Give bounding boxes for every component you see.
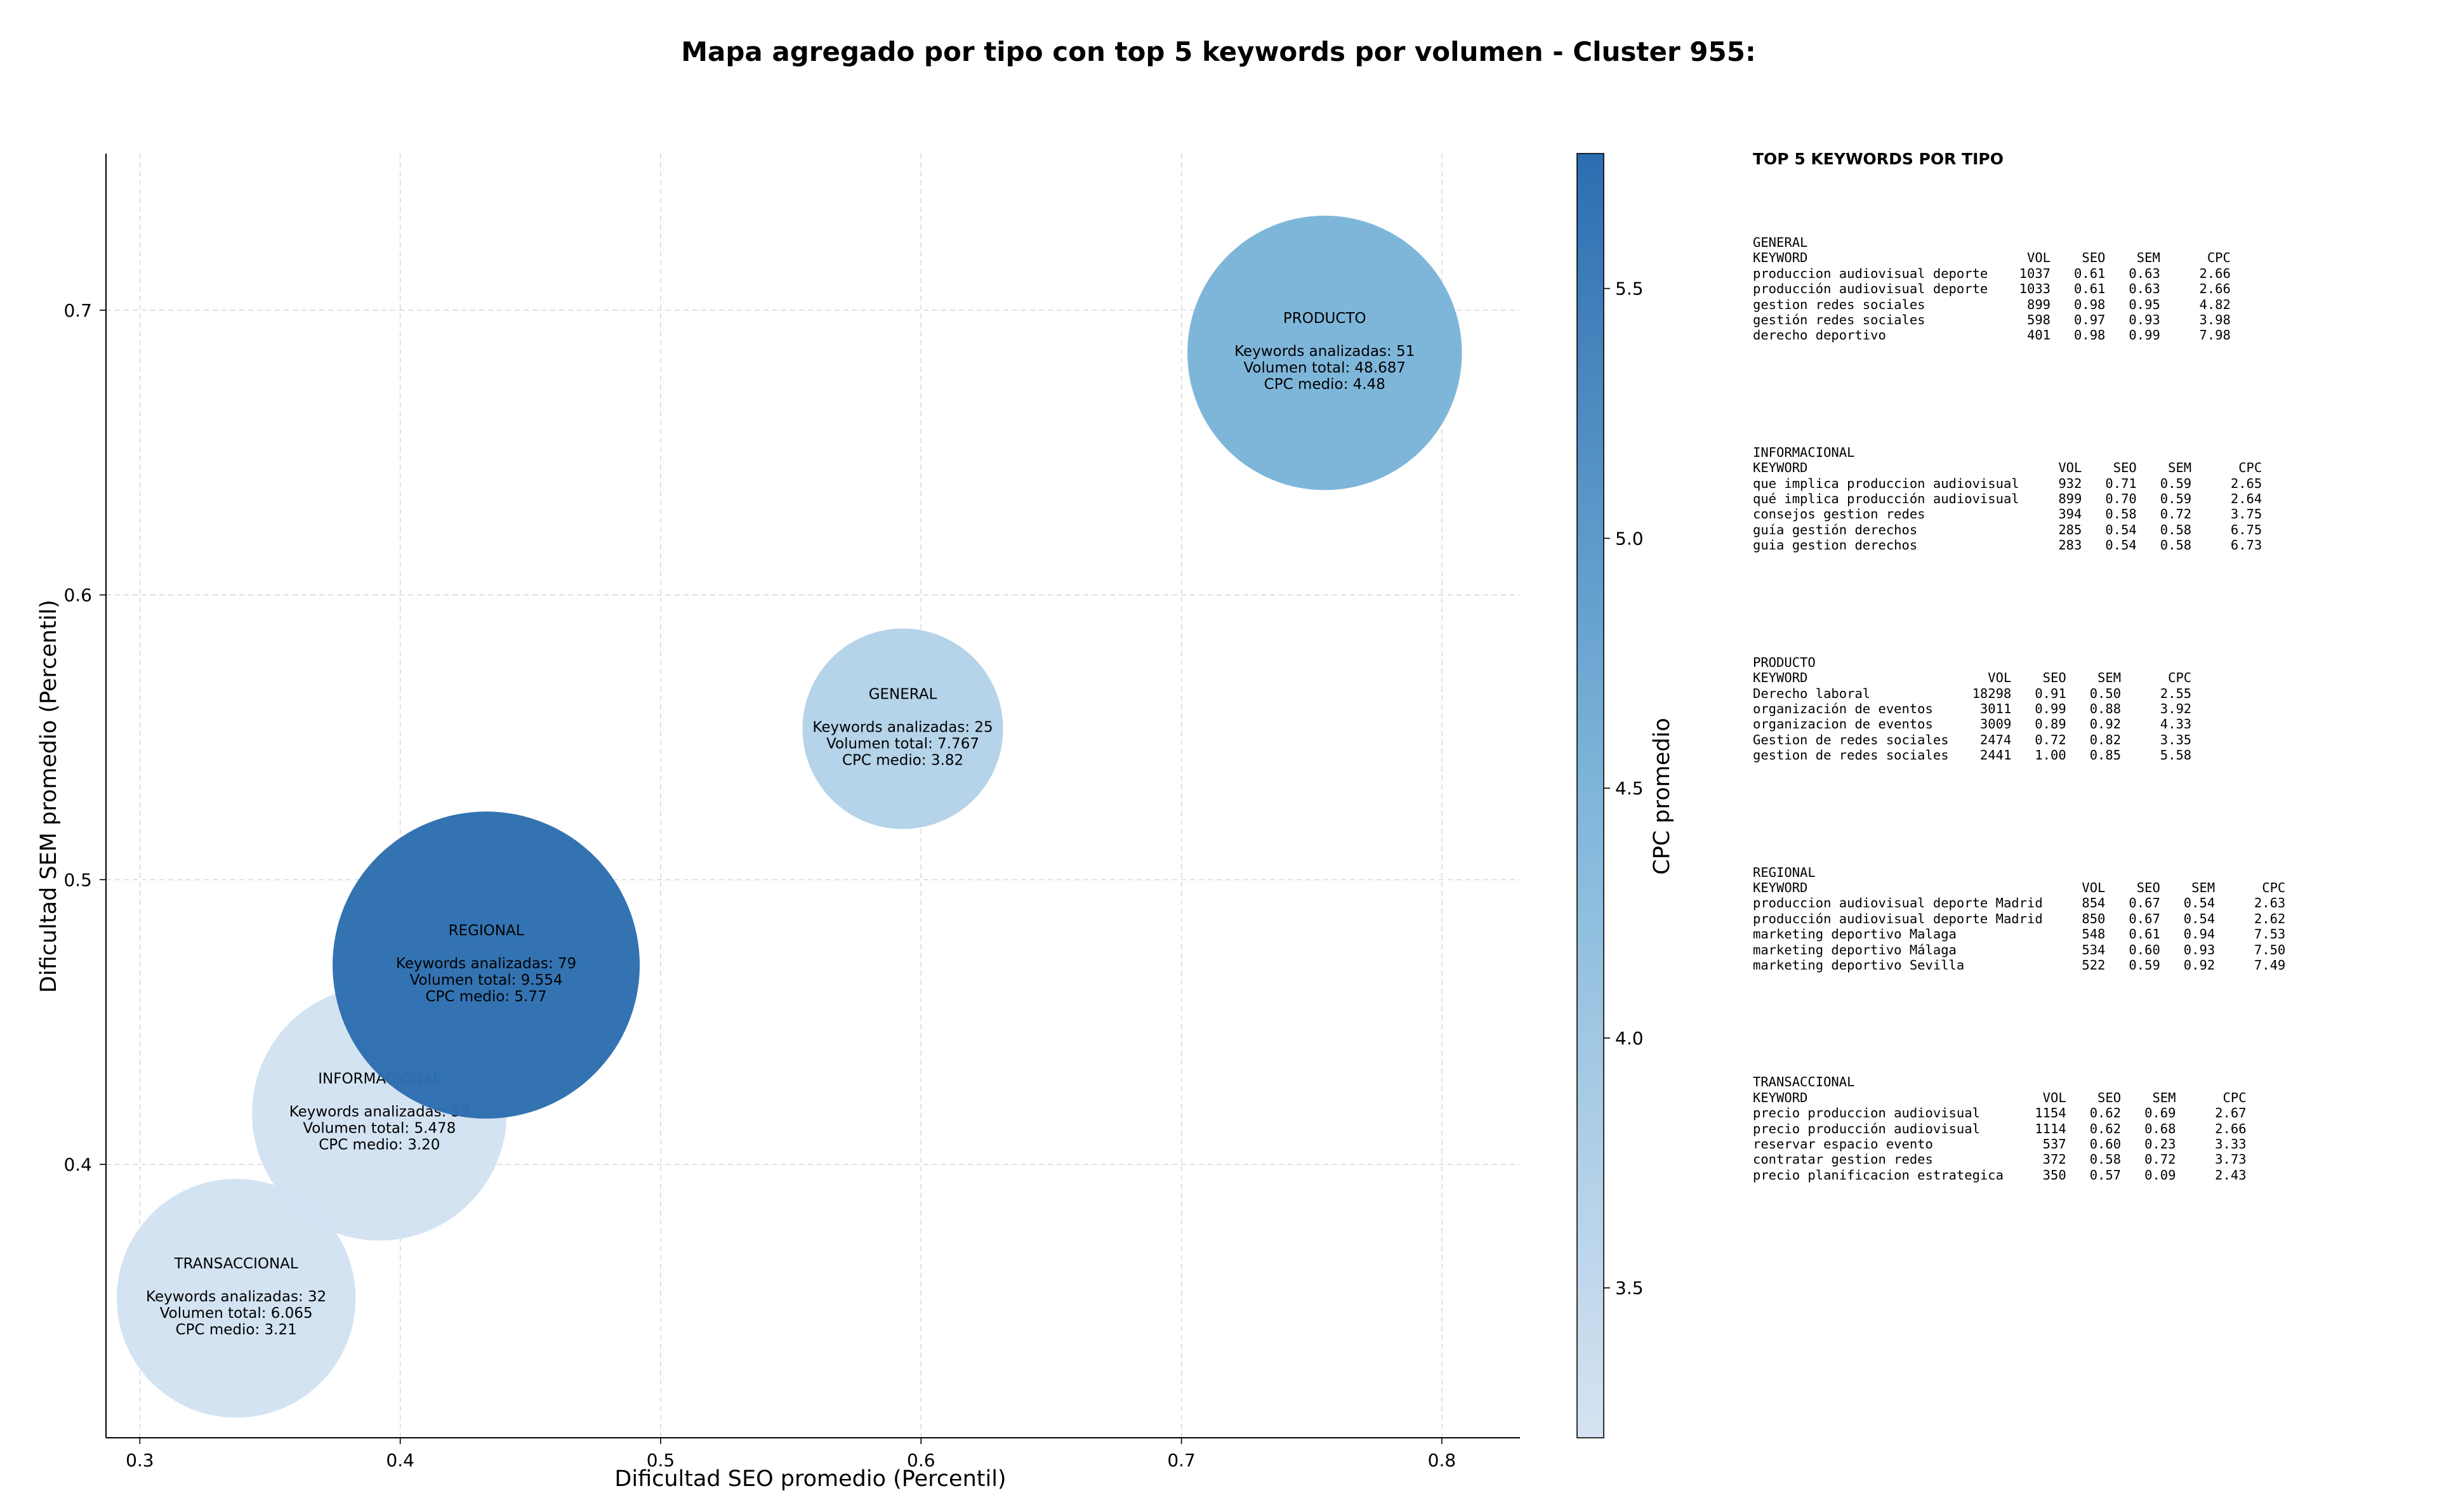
bubble-stat: CPC medio: 4.48 [1264, 376, 1385, 393]
bubble-stat: Volumen total: 9.554 [410, 972, 563, 989]
keyword-table-row: marketing deportivo Málaga 534 0.60 0.93… [1753, 942, 2286, 957]
grid-lines [106, 154, 1520, 1438]
keyword-table-row: que implica produccion audiovisual 932 0… [1753, 475, 2262, 491]
keyword-table-row: produccion audiovisual deporte 1037 0.61… [1753, 265, 2231, 281]
keyword-table-row: gestion redes sociales 899 0.98 0.95 4.8… [1753, 296, 2231, 312]
axes: 0.3 0.4 0.5 0.6 0.7 0.8 0.4 0.5 0.6 0.7 [63, 154, 1520, 1471]
y-axis-label: Dificultad SEM promedio (Percentil) [36, 600, 62, 993]
keyword-table-row: organización de eventos 3011 0.99 0.88 3… [1753, 700, 2192, 716]
x-tick-label: 0.3 [126, 1450, 154, 1471]
keyword-block-informacional: INFORMACIONAL KEYWORD VOL SEO SEM CPC que … [1753, 445, 2419, 553]
keyword-table-row: qué implica producción audiovisual 899 0… [1753, 491, 2262, 507]
bubble-stat: Keywords analizadas: 32 [146, 1289, 326, 1305]
bubble-circle [333, 812, 640, 1119]
keyword-table-row: producción audiovisual deporte Madrid 85… [1753, 910, 2286, 926]
bubble-stat: Keywords analizadas: 79 [396, 956, 576, 972]
keyword-table-row: Gestion de redes sociales 2474 0.72 0.82… [1753, 732, 2192, 747]
keyword-table-row: contratar gestion redes 372 0.58 0.72 3.… [1753, 1152, 2247, 1167]
bubble-stat: Volumen total: 48.687 [1243, 360, 1406, 376]
bubble-stat: Volumen total: 5.478 [303, 1120, 456, 1136]
keyword-table-row: precio produccion audiovisual 1154 0.62 … [1753, 1105, 2247, 1121]
bubble-circle [116, 1178, 356, 1418]
keyword-block-type: GENERAL [1753, 235, 1808, 250]
bubble-stat: CPC medio: 5.77 [425, 989, 546, 1005]
keyword-table-row: gestión redes sociales 598 0.97 0.93 3.9… [1753, 312, 2231, 328]
keyword-table-row: gestion de redes sociales 2441 1.00 0.85… [1753, 747, 2192, 763]
keyword-table-row: derecho deportivo 401 0.98 0.99 7.98 [1753, 327, 2231, 343]
keyword-table-row: Derecho laboral 18298 0.91 0.50 2.55 [1753, 685, 2192, 701]
bubble-transaccional: TRANSACCIONAL Keywords analizadas: 32Volu… [116, 1178, 356, 1418]
keywords-panel-title: TOP 5 KEYWORDS POR TIPO [1753, 150, 2004, 168]
keywords-blocks: GENERAL KEYWORD VOL SEO SEM CPC produccion… [1753, 235, 2419, 1183]
colorbar-ticks: 3.5 4.0 4.5 5.0 5.5 [1604, 279, 1644, 1299]
keyword-table-header: KEYWORD VOL SEO SEM CPC [1753, 1089, 2247, 1105]
colorbar-gradient [1576, 153, 1604, 1438]
keyword-block-type: INFORMACIONAL [1753, 444, 1855, 460]
colorbar-tick-label: 4.0 [1615, 1028, 1644, 1049]
bubble-circle [1187, 215, 1462, 490]
keyword-table-header: KEYWORD VOL SEO SEM CPC [1753, 879, 2286, 895]
bubble-stat: Volumen total: 6.065 [160, 1305, 313, 1322]
bubble-label: TRANSACCIONAL [174, 1256, 298, 1272]
y-tick-label: 0.4 [63, 1154, 92, 1175]
x-axis-label: Dificultad SEO promedio (Percentil) [614, 1466, 1006, 1492]
bubble-stat: CPC medio: 3.20 [319, 1136, 440, 1153]
bubble-label: REGIONAL [449, 923, 524, 939]
bubble-stat: Volumen total: 7.767 [826, 736, 979, 753]
x-tick-label: 0.8 [1428, 1450, 1456, 1471]
keyword-table-row: reservar espacio evento 537 0.60 0.23 3.… [1753, 1136, 2247, 1152]
keyword-block-transaccional: TRANSACCIONAL KEYWORD VOL SEO SEM CPC prec… [1753, 1074, 2419, 1183]
bubble-stat: CPC medio: 3.82 [842, 753, 963, 769]
keyword-table-row: marketing deportivo Malaga 548 0.61 0.94… [1753, 926, 2286, 942]
bubble-circle [802, 628, 1003, 829]
colorbar-tick-label: 4.5 [1615, 778, 1644, 799]
bubble-stat: Keywords analizadas: 51 [1234, 343, 1415, 360]
keyword-table-row: consejos gestion redes 394 0.58 0.72 3.7… [1753, 506, 2262, 522]
bubble-stat: CPC medio: 3.21 [176, 1322, 297, 1338]
keywords-panel: TOP 5 KEYWORDS POR TIPO GENERAL KEYWORD V… [1753, 150, 2419, 1183]
bubble-label: GENERAL [869, 687, 937, 703]
keyword-table-row: organizacion de eventos 3009 0.89 0.92 4… [1753, 716, 2192, 732]
keyword-block-type: REGIONAL [1753, 864, 1816, 880]
keyword-block-regional: REGIONAL KEYWORD VOL SEO SEM CPC produccio… [1753, 865, 2419, 973]
keyword-table-row: precio producción audiovisual 1114 0.62 … [1753, 1121, 2247, 1136]
keyword-table-header: KEYWORD VOL SEO SEM CPC [1753, 250, 2231, 266]
keyword-block-type: TRANSACCIONAL [1753, 1074, 1855, 1090]
keyword-block-producto: PRODUCTO KEYWORD VOL SEO SEM CPC Derecho l… [1753, 655, 2419, 763]
keyword-table-header: KEYWORD VOL SEO SEM CPC [1753, 670, 2192, 686]
keyword-table-row: marketing deportivo Sevilla 522 0.59 0.9… [1753, 957, 2286, 973]
colorbar-label: CPC promedio [1649, 718, 1675, 874]
x-tick-label: 0.4 [386, 1450, 414, 1471]
x-tick-label: 0.7 [1167, 1450, 1196, 1471]
keyword-table-row: guia gestion derechos 283 0.54 0.58 6.73 [1753, 537, 2262, 553]
colorbar-tick-label: 5.5 [1615, 279, 1644, 299]
chart-title: Mapa agregado por tipo con top 5 keyword… [681, 36, 1756, 67]
keyword-table-row: producción audiovisual deporte 1033 0.61… [1753, 281, 2231, 297]
bubble-label: PRODUCTO [1283, 310, 1366, 327]
colorbar: 3.5 4.0 4.5 5.0 5.5 [1576, 153, 1644, 1438]
colorbar-tick-label: 3.5 [1615, 1278, 1644, 1299]
y-tick-label: 0.7 [63, 300, 92, 321]
keyword-table-header: KEYWORD VOL SEO SEM CPC [1753, 460, 2262, 476]
keyword-block-general: GENERAL KEYWORD VOL SEO SEM CPC produccion… [1753, 235, 2419, 343]
keyword-table-row: produccion audiovisual deporte Madrid 85… [1753, 895, 2286, 911]
bubble-stat: Keywords analizadas: 25 [812, 720, 993, 736]
x-tick-label: 0.6 [907, 1450, 935, 1471]
keyword-table-row: precio planificacion estrategica 350 0.5… [1753, 1167, 2247, 1183]
x-tick-label: 0.5 [647, 1450, 675, 1471]
keyword-block-type: PRODUCTO [1753, 654, 1816, 670]
keyword-table-row: guía gestión derechos 285 0.54 0.58 6.75 [1753, 522, 2262, 537]
y-tick-label: 0.5 [63, 869, 92, 890]
y-tick-label: 0.6 [63, 585, 92, 606]
colorbar-tick-label: 5.0 [1615, 528, 1644, 549]
